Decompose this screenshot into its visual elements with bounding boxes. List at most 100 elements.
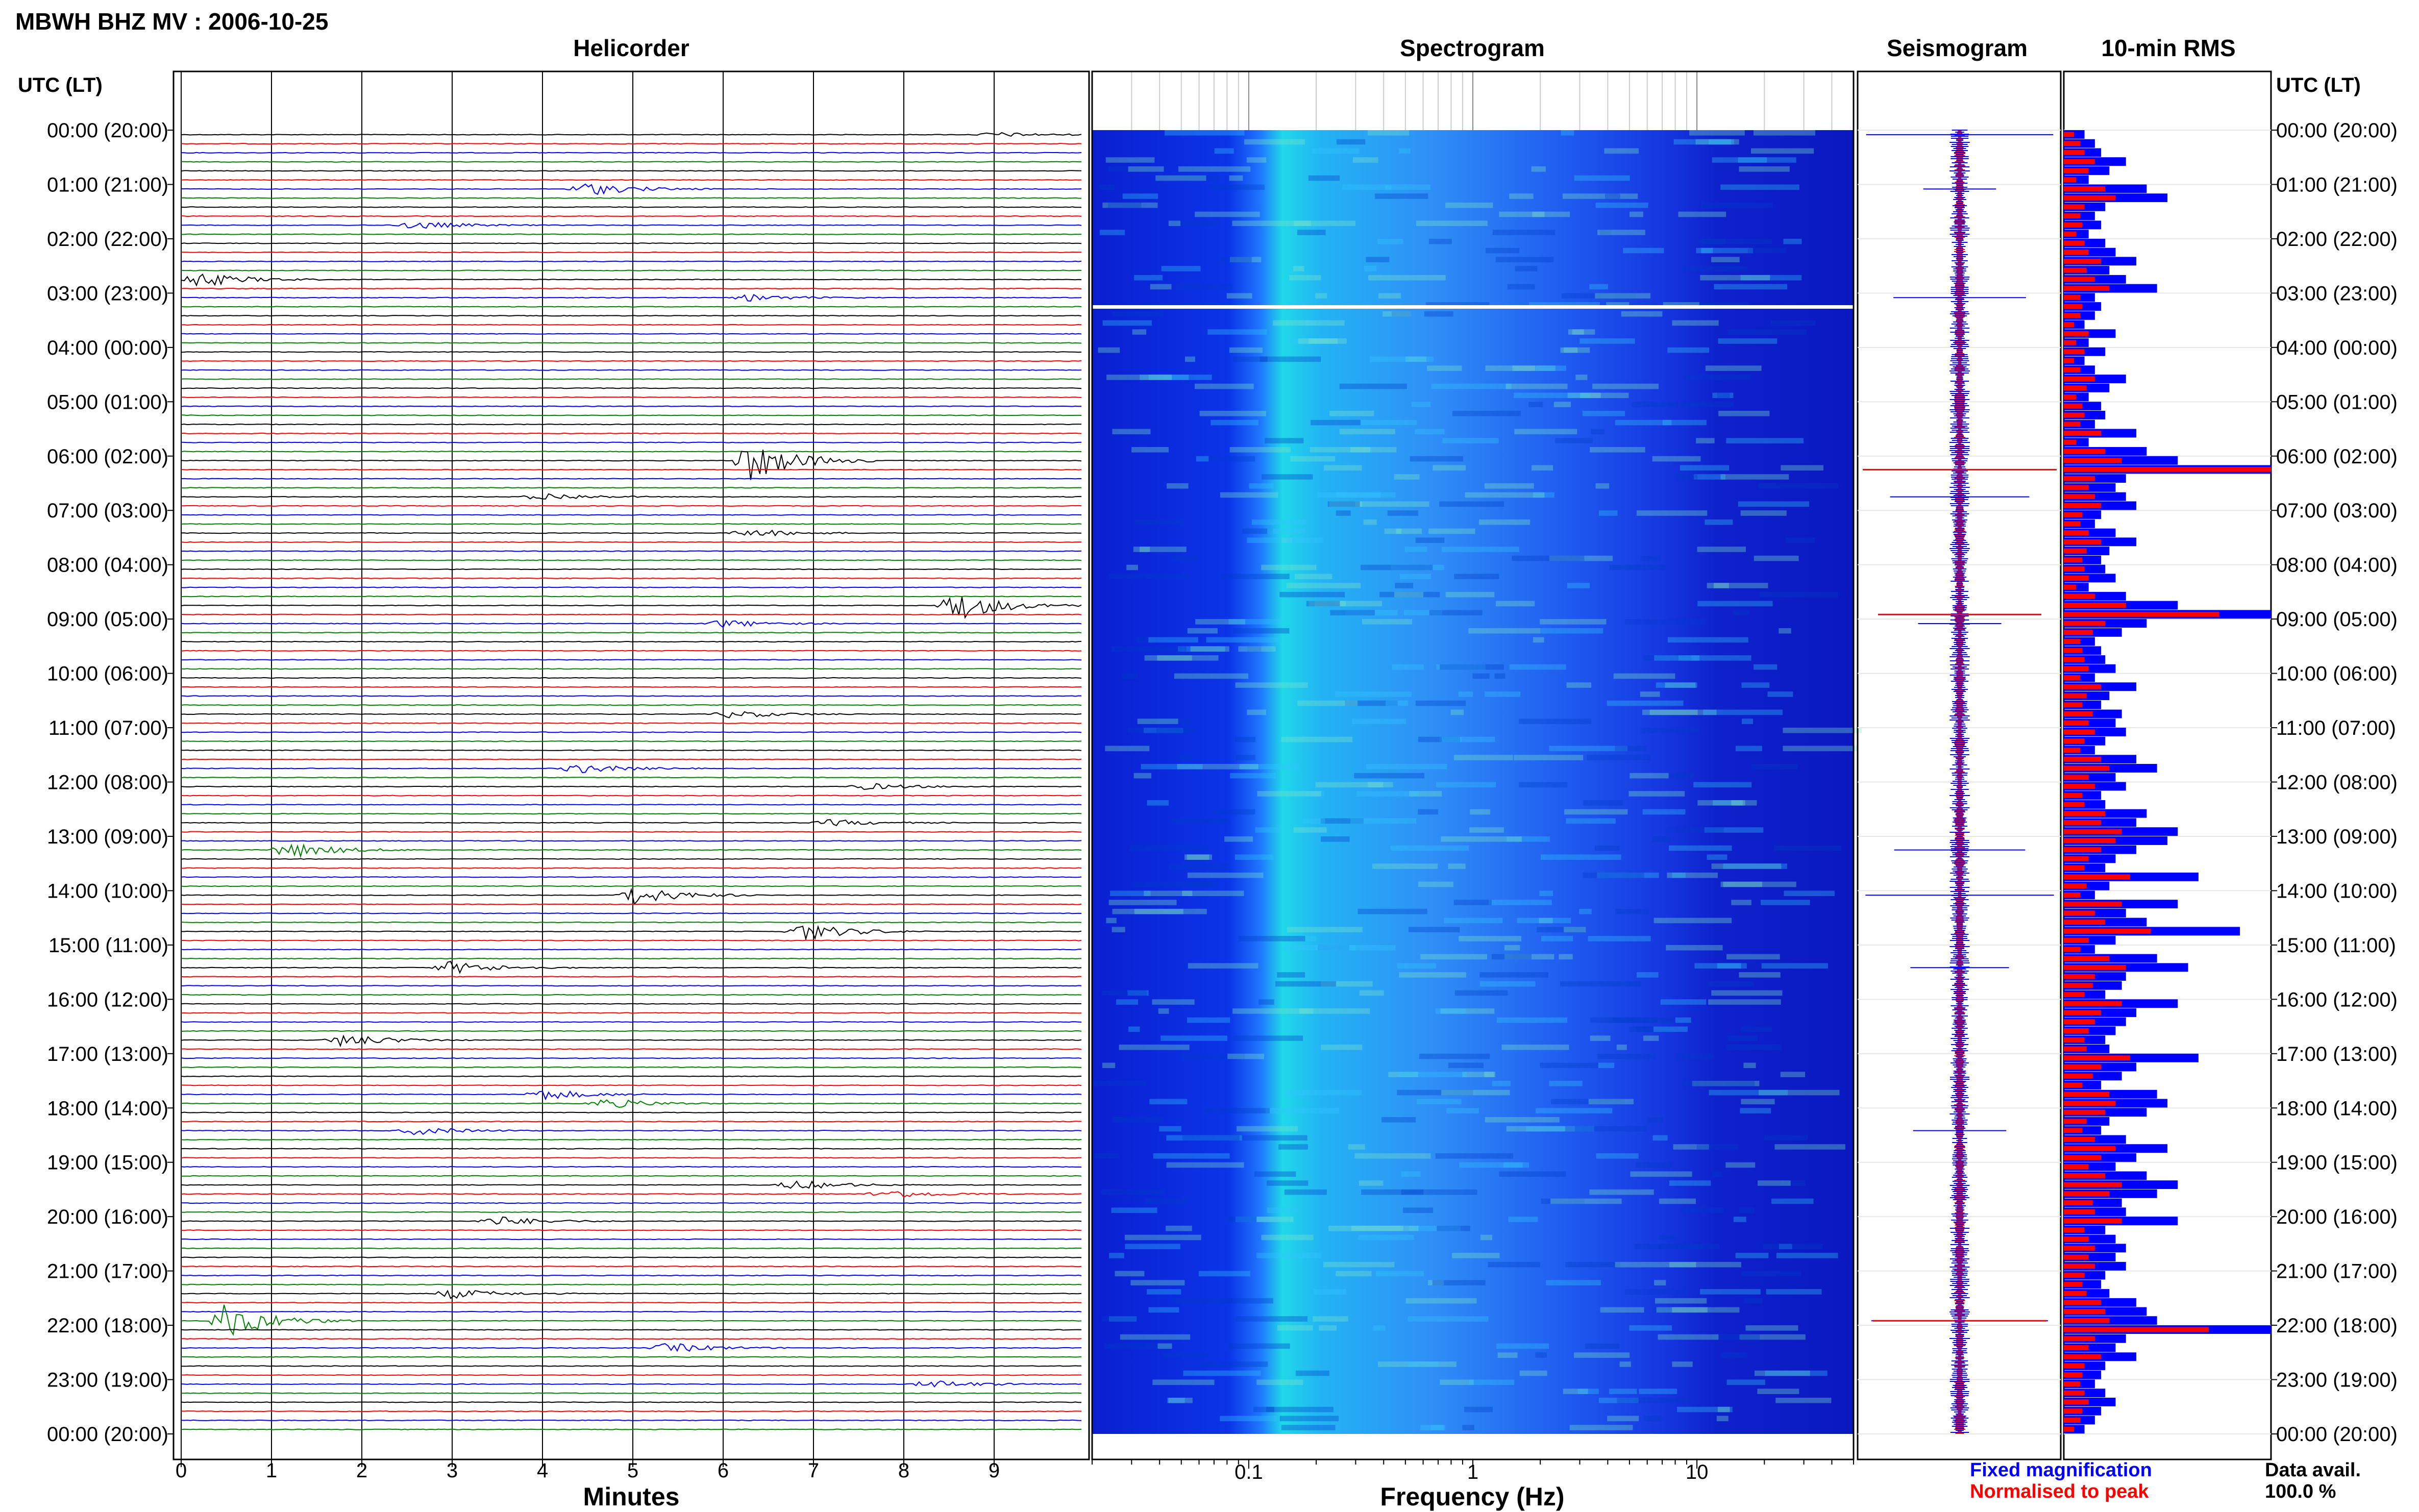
spectrogram-cell bbox=[1180, 1053, 1245, 1059]
spectrogram-cell bbox=[1480, 1234, 1492, 1241]
spectrogram-cell bbox=[1642, 809, 1686, 815]
rms-bar-normalised bbox=[2064, 168, 2089, 173]
helicorder-trace-row bbox=[181, 765, 1082, 774]
spectrogram-cell bbox=[1399, 972, 1466, 978]
rms-bar-normalised bbox=[2064, 1073, 2093, 1079]
spectrogram-cell bbox=[1111, 646, 1187, 652]
rms-bar-normalised bbox=[2064, 403, 2083, 409]
spectrogram-cell bbox=[1532, 465, 1553, 471]
spectrogram-cell bbox=[1350, 818, 1417, 824]
spectrogram-cell bbox=[1560, 347, 1590, 353]
spectrogram-cell bbox=[1717, 963, 1741, 969]
spectrogram-cell bbox=[1098, 347, 1120, 353]
spectrogram-cell bbox=[1256, 1217, 1294, 1222]
rms-bar-normalised bbox=[2064, 820, 2102, 825]
spectrogram-cell bbox=[1507, 284, 1535, 290]
spectrogram-cell bbox=[1697, 547, 1746, 552]
rms-bar-normalised bbox=[2064, 729, 2095, 735]
spectrogram-cell bbox=[1328, 1225, 1403, 1231]
time-label-left: 01:00 (21:00) bbox=[47, 173, 168, 196]
spectrogram-cell bbox=[1496, 1017, 1568, 1023]
spectrogram-cell bbox=[1206, 637, 1279, 643]
spectrogram-cell bbox=[1167, 483, 1189, 489]
spectrogram-cell bbox=[1587, 755, 1651, 760]
rms-bar-normalised bbox=[2064, 784, 2095, 789]
spectrogram-cell bbox=[1739, 972, 1781, 978]
spectrogram-cell bbox=[1503, 1162, 1523, 1168]
helicorder-xtick-label: 7 bbox=[808, 1459, 819, 1482]
spectrogram-cell bbox=[1615, 908, 1649, 914]
spectrogram-cell bbox=[1564, 347, 1578, 353]
spectrogram-cell bbox=[1150, 284, 1172, 290]
helicorder-trace-row bbox=[181, 985, 1082, 987]
spectrogram-cell bbox=[1437, 1225, 1470, 1231]
spectrogram-cell bbox=[1639, 1389, 1677, 1394]
rms-bar-normalised bbox=[2064, 177, 2077, 183]
time-label-right: 22:00 (18:00) bbox=[2276, 1315, 2398, 1337]
spectrogram-cell bbox=[1739, 166, 1790, 172]
spectrogram-cell bbox=[1533, 637, 1544, 643]
spectrogram-cell bbox=[1247, 537, 1305, 543]
spectrogram-cell bbox=[1247, 646, 1262, 652]
spectrogram-cell bbox=[1760, 900, 1810, 905]
spectrogram-cell bbox=[1401, 1171, 1421, 1177]
spectrogram-cell bbox=[1345, 700, 1398, 706]
rms-bar-normalised bbox=[2064, 1327, 2209, 1332]
spectrogram-cell bbox=[1198, 1271, 1250, 1277]
rms-bar-normalised bbox=[2064, 611, 2219, 617]
rms-bar-normalised bbox=[2064, 349, 2085, 355]
spectrogram-cell bbox=[1378, 1361, 1457, 1367]
helicorder-trace-row bbox=[181, 597, 1082, 619]
spectrogram-cell bbox=[1294, 574, 1332, 579]
spectrogram-cell bbox=[1659, 1198, 1696, 1204]
spectrogram-cell bbox=[1311, 148, 1360, 154]
spectrogram-cell bbox=[1658, 1244, 1720, 1249]
time-label-left: 21:00 (17:00) bbox=[47, 1260, 168, 1283]
spectrogram-cell bbox=[1290, 456, 1336, 462]
time-label-left: 06:00 (02:00) bbox=[47, 445, 168, 468]
spectrogram-cell bbox=[1625, 1289, 1687, 1295]
spectrogram-cell bbox=[1101, 1189, 1165, 1195]
spectrogram-cell bbox=[1157, 1343, 1172, 1349]
spectrogram-cell bbox=[1723, 881, 1763, 887]
spectrogram-cell bbox=[1159, 1126, 1181, 1132]
rms-bar-normalised bbox=[2064, 1191, 2110, 1197]
spectrogram-cell bbox=[1176, 284, 1233, 290]
spectrogram-cell bbox=[1127, 728, 1190, 733]
rms-bar-normalised bbox=[2064, 1300, 2102, 1305]
spectrogram-cell bbox=[1342, 184, 1392, 190]
spectrogram-cell bbox=[1174, 673, 1249, 679]
spectrogram-cell bbox=[1632, 402, 1678, 407]
helicorder-trace-row bbox=[181, 887, 1082, 905]
spectrogram-cell bbox=[1625, 619, 1706, 625]
spectrogram-cell bbox=[1569, 1425, 1633, 1430]
spectrogram-cell bbox=[1148, 1307, 1179, 1313]
spectrogram-cell bbox=[1119, 1045, 1190, 1050]
spectrogram-cell bbox=[1649, 709, 1717, 715]
rms-bar-normalised bbox=[2064, 838, 2116, 844]
helicorder-trace-row bbox=[181, 405, 1081, 407]
spectrogram-cell bbox=[1640, 555, 1661, 561]
rms-bar-normalised bbox=[2064, 548, 2087, 554]
rms-bar-normalised bbox=[2064, 765, 2110, 771]
helicorder-trace-row bbox=[181, 843, 1082, 858]
spectrogram-cell bbox=[1279, 591, 1345, 598]
spectrogram-cell bbox=[1310, 447, 1370, 453]
spectrogram-cell bbox=[1707, 583, 1768, 588]
spectrogram-cell bbox=[1763, 1244, 1823, 1249]
spectrogram-cell bbox=[1613, 673, 1675, 679]
spectrogram-cell bbox=[1115, 1271, 1145, 1277]
rms-bar-normalised bbox=[2064, 1037, 2085, 1043]
spectrogram-cell bbox=[1226, 1217, 1257, 1222]
spectrogram-cell bbox=[1721, 1352, 1747, 1358]
rms-bar-normalised bbox=[2064, 367, 2081, 373]
spectrogram-cell bbox=[1101, 1316, 1137, 1322]
spectrogram-cell bbox=[1172, 1298, 1232, 1304]
spectrogram-cell bbox=[1672, 320, 1719, 326]
helicorder-trace-row bbox=[181, 804, 1082, 806]
helicorder-trace-row bbox=[181, 960, 1082, 974]
spectrogram-cell bbox=[1439, 501, 1504, 507]
spectrogram-cell bbox=[1102, 320, 1152, 326]
rms-bar-normalised bbox=[2064, 920, 2106, 925]
spectrogram-cell bbox=[1306, 791, 1324, 797]
